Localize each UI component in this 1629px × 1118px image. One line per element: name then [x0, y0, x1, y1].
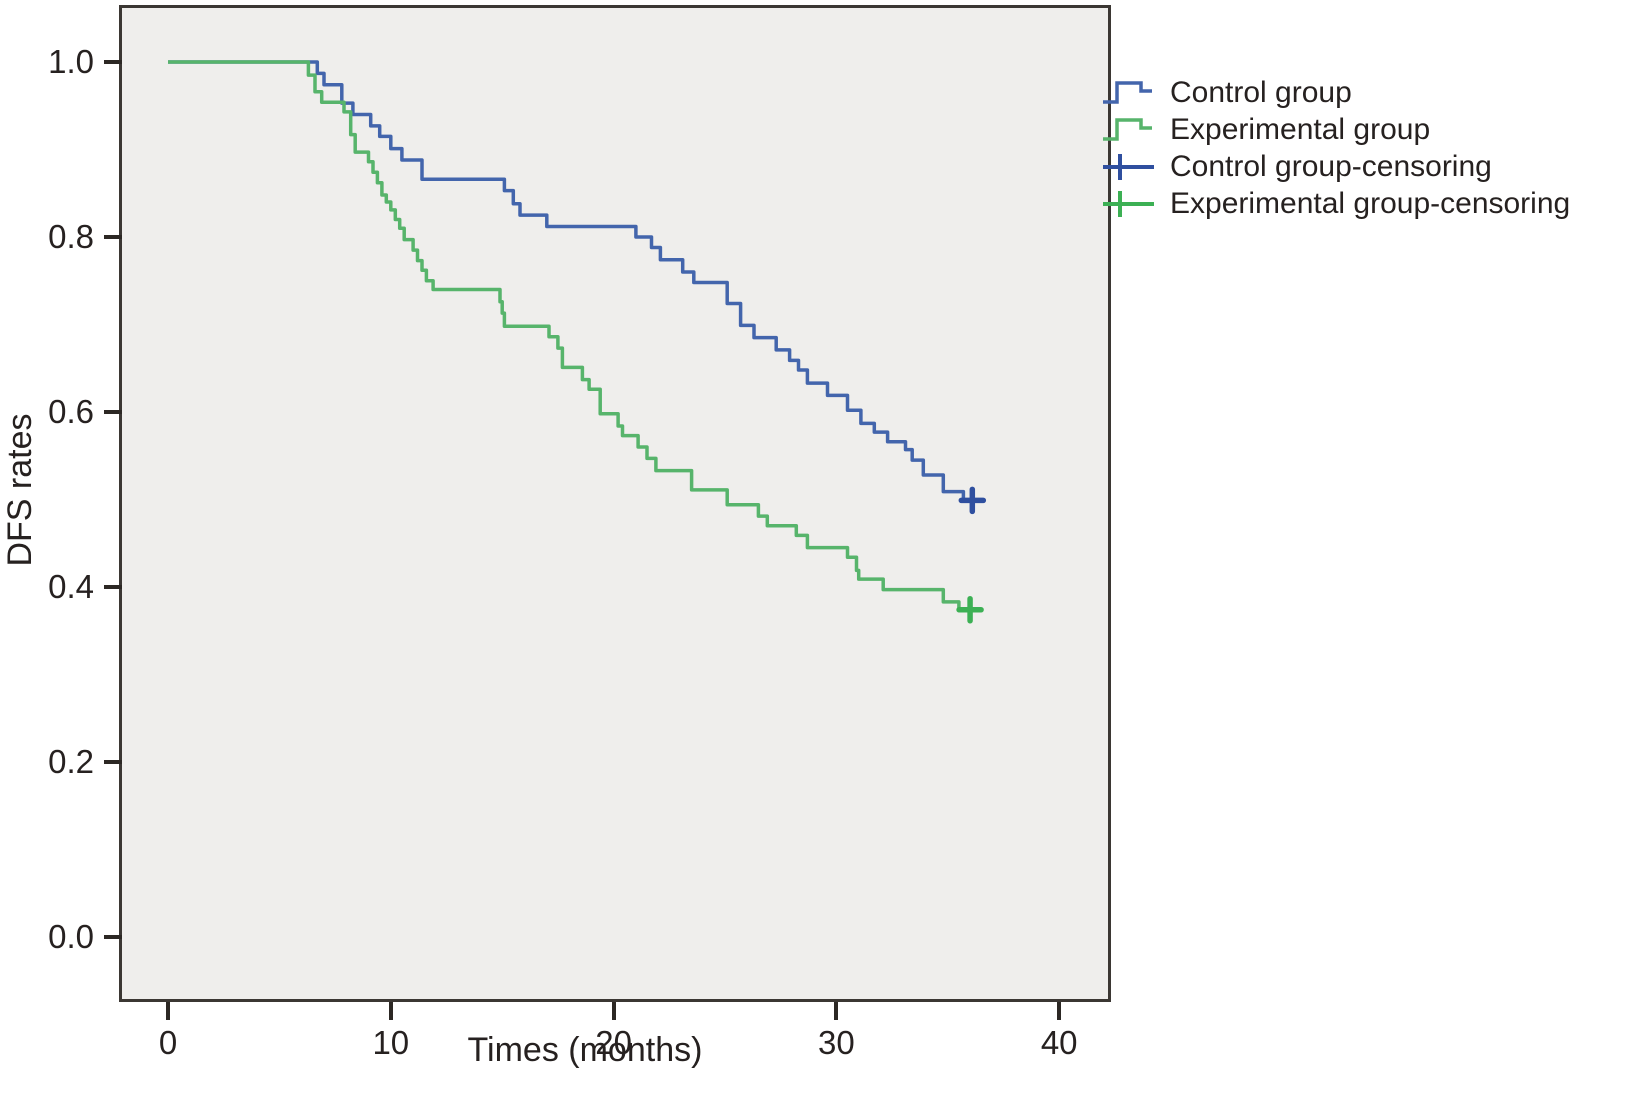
- x-tick-label: 40: [1040, 1024, 1078, 1061]
- legend: Control group Experimental group Control…: [1102, 74, 1570, 222]
- y-tick-label: 0.0: [48, 918, 94, 955]
- y-tick-mark: [104, 585, 122, 589]
- y-tick-label: 0.8: [48, 218, 94, 255]
- y-tick-mark: [104, 760, 122, 764]
- curve-control-group: [168, 60, 979, 503]
- x-axis-title: Times (months): [467, 1031, 703, 1069]
- legend-item-control-group-censoring: Control group-censoring: [1102, 148, 1570, 185]
- y-tick-label: 0.6: [48, 393, 94, 430]
- x-tick-label: 30: [818, 1024, 855, 1061]
- x-tick-mark: [834, 1002, 839, 1020]
- legend-item-experimental-group-censoring: Experimental group-censoring: [1102, 185, 1570, 222]
- y-tick-mark: [104, 935, 122, 939]
- y-axis-title: DFS rates: [1, 413, 39, 567]
- x-tick-mark: [388, 1002, 393, 1020]
- censor-mark-experimental-group: [956, 596, 984, 624]
- curve-experimental-group: [168, 60, 977, 612]
- censor-mark-control-group: [958, 486, 987, 515]
- legend-label-experimental-group-censoring: Experimental group-censoring: [1170, 186, 1571, 220]
- x-tick-label: 0: [158, 1024, 178, 1061]
- x-tick-mark: [1057, 1002, 1062, 1020]
- experimental-censoring-plus-icon: [1103, 190, 1154, 217]
- x-tick-label: 20: [595, 1024, 632, 1061]
- y-tick-mark: [104, 410, 122, 414]
- y-tick-mark: [104, 235, 122, 239]
- legend-item-experimental-group: Experimental group: [1102, 111, 1570, 148]
- y-tick-mark: [104, 60, 122, 64]
- control-group-step-line-icon: [1103, 80, 1152, 104]
- legend-label-experimental-group: Experimental group: [1170, 112, 1431, 146]
- y-tick-label: 1.0: [48, 43, 94, 80]
- y-tick-label: 0.2: [48, 743, 94, 780]
- legend-item-control-group: Control group: [1102, 74, 1570, 111]
- x-tick-label: 10: [372, 1024, 410, 1061]
- x-tick-mark: [611, 1002, 616, 1020]
- y-tick-label: 0.4: [48, 568, 94, 605]
- experimental-group-step-line-icon: [1103, 117, 1152, 141]
- survival-curves: [168, 60, 987, 624]
- legend-label-control-group-censoring: Control group-censoring: [1170, 149, 1492, 183]
- x-tick-mark: [166, 1002, 170, 1020]
- legend-label-control-group: Control group: [1170, 75, 1352, 109]
- plot-area: [119, 5, 1111, 1002]
- control-censoring-plus-icon: [1103, 153, 1154, 180]
